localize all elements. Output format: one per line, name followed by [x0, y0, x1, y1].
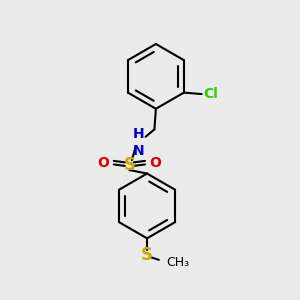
Text: O: O [150, 156, 162, 170]
Text: Cl: Cl [203, 87, 218, 101]
Text: S: S [123, 156, 135, 174]
Text: N: N [132, 144, 144, 158]
Text: O: O [97, 156, 109, 170]
Text: H: H [132, 127, 144, 141]
Text: S: S [141, 245, 153, 263]
Text: CH₃: CH₃ [166, 256, 189, 269]
